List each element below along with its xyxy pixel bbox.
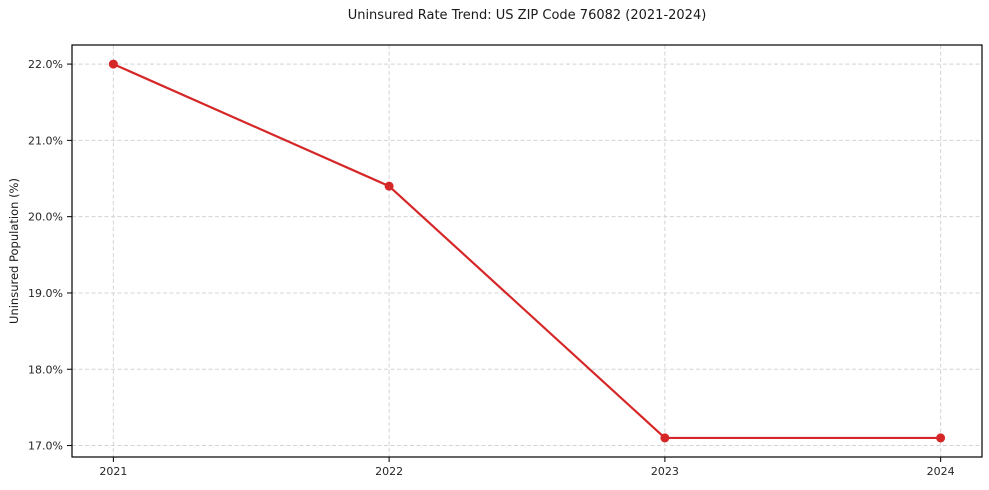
y-tick-label: 18.0% (28, 363, 63, 376)
data-point (384, 181, 394, 191)
x-tick-label: 2021 (99, 465, 127, 478)
y-tick-label: 21.0% (28, 134, 63, 147)
y-tick-label: 17.0% (28, 440, 63, 453)
y-tick-label: 20.0% (28, 211, 63, 224)
data-line (112, 62, 942, 440)
x-tick-label: 2024 (927, 465, 955, 478)
y-tick-label: 22.0% (28, 58, 63, 71)
data-point (936, 433, 946, 443)
data-point (108, 59, 118, 69)
y-tick-label: 19.0% (28, 287, 63, 300)
plot-border (71, 44, 983, 458)
data-point (660, 433, 670, 443)
x-tick-label: 2023 (651, 465, 679, 478)
chart-title: Uninsured Rate Trend: US ZIP Code 76082 … (347, 8, 707, 23)
x-tick-label: 2022 (375, 465, 403, 478)
